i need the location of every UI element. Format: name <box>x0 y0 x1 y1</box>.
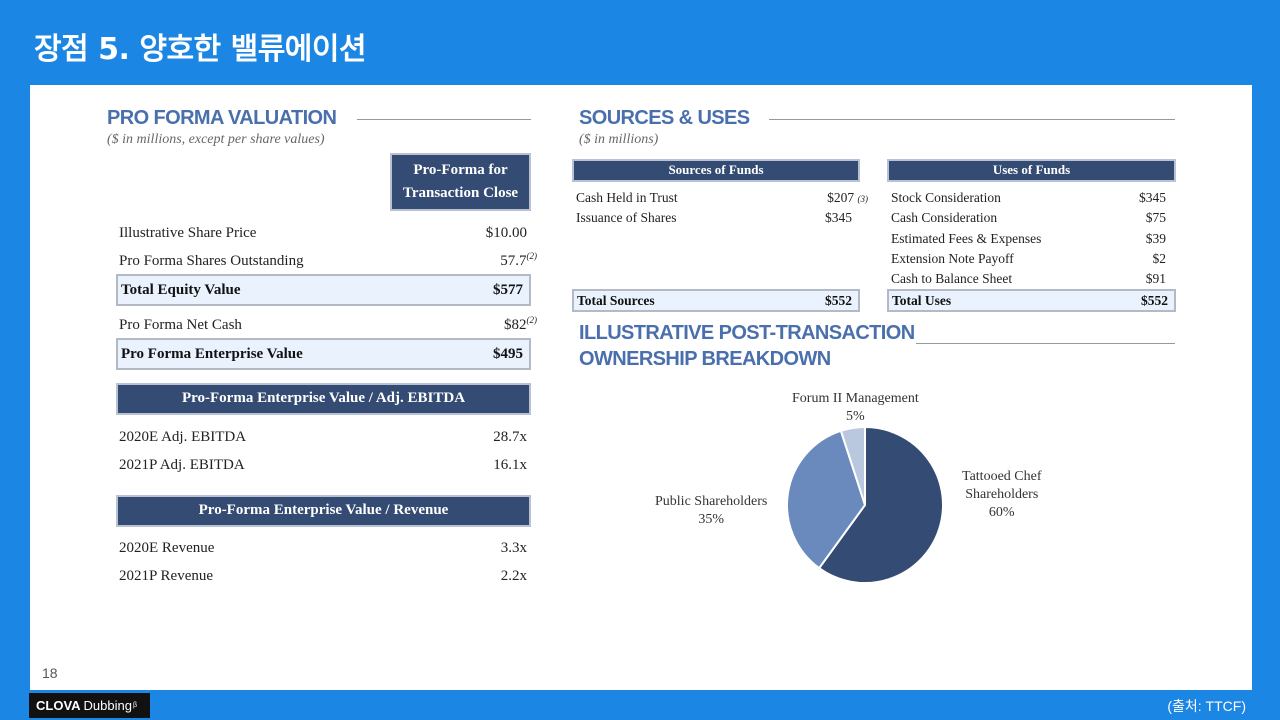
ebitda-2021-value: 16.1x <box>493 457 527 473</box>
shares-outstanding-label: Pro Forma Shares Outstanding <box>119 253 304 269</box>
valuation-title: PRO FORMA VALUATION <box>107 107 337 129</box>
total-sources-label: Total Sources <box>577 293 655 308</box>
use-extension-value: $2 <box>1152 251 1167 266</box>
ownership-title-line1: ILLUSTRATIVE POST-TRANSACTION <box>579 322 915 344</box>
total-uses-row: Total Uses $552 <box>887 289 1176 312</box>
source-shares-label: Issuance of Shares <box>576 210 677 225</box>
share-price-value: $10.00 <box>485 225 527 241</box>
valuation-title-rule <box>357 119 531 120</box>
use-cash-label: Cash Consideration <box>891 210 998 225</box>
total-sources-value: $552 <box>825 293 852 308</box>
revenue-header: Pro-Forma Enterprise Value / Revenue <box>116 495 531 527</box>
ebitda-2021-label: 2021P Adj. EBITDA <box>119 457 245 473</box>
share-price-label: Illustrative Share Price <box>119 225 257 241</box>
sources-uses-title: SOURCES & USES <box>579 107 750 129</box>
sources-header: Sources of Funds <box>572 159 860 182</box>
pie-label-forum: Forum II Management 5% <box>792 391 919 424</box>
ebitda-header: Pro-Forma Enterprise Value / Adj. EBITDA <box>116 383 531 415</box>
revenue-2021-label: 2021P Revenue <box>119 568 214 584</box>
use-extension-label: Extension Note Payoff <box>891 251 1014 266</box>
ownership-title: ILLUSTRATIVE POST-TRANSACTION OWNERSHIP … <box>579 320 915 372</box>
content-panel: PRO FORMA VALUATION ($ in millions, exce… <box>30 85 1252 690</box>
slide-title: 장점 5. 양호한 밸류에이션 <box>34 32 367 67</box>
source-trust-value: $207 (3) <box>827 190 868 205</box>
net-cash-value: $82(2) <box>504 315 537 333</box>
source-trust-label: Cash Held in Trust <box>576 190 678 205</box>
uses-header: Uses of Funds <box>887 159 1176 182</box>
total-equity-label: Total Equity Value <box>121 282 241 298</box>
ownership-pie-chart <box>786 425 944 584</box>
use-balance-value: $91 <box>1145 271 1166 286</box>
ownership-title-rule <box>916 343 1175 344</box>
sources-uses-subtitle: ($ in millions) <box>579 132 659 147</box>
total-sources-row: Total Sources $552 <box>572 289 860 312</box>
revenue-2021-value: 2.2x <box>500 568 527 584</box>
pie-label-public: Public Shareholders 35% <box>655 494 768 527</box>
source-shares-value: $345 <box>825 210 852 225</box>
use-fees-label: Estimated Fees & Expenses <box>891 231 1042 246</box>
enterprise-value-value: $495 <box>493 346 523 362</box>
sources-uses-title-rule <box>769 119 1175 120</box>
use-balance-label: Cash to Balance Sheet <box>891 271 1013 286</box>
pro-forma-header: Pro-Forma for Transaction Close <box>390 153 531 211</box>
use-stock-value: $345 <box>1139 190 1166 205</box>
pie-slice-tattooed-chef <box>817 425 944 584</box>
revenue-2020-label: 2020E Revenue <box>119 540 215 556</box>
net-cash-label: Pro Forma Net Cash <box>119 317 242 333</box>
enterprise-value-label: Pro Forma Enterprise Value <box>121 346 303 362</box>
total-equity-value: $577 <box>493 282 523 298</box>
ownership-title-line2: OWNERSHIP BREAKDOWN <box>579 348 831 370</box>
clova-dubbing-logo: CLOVA Dubbing β <box>29 693 150 718</box>
ebitda-2020-label: 2020E Adj. EBITDA <box>119 429 247 445</box>
total-uses-label: Total Uses <box>892 293 952 308</box>
source-note: (출처: TTCF) <box>1167 698 1246 714</box>
total-uses-value: $552 <box>1141 293 1168 308</box>
shares-outstanding-value: 57.7(2) <box>500 251 537 269</box>
ebitda-2020-value: 28.7x <box>493 429 527 445</box>
use-cash-value: $75 <box>1145 210 1166 225</box>
use-stock-label: Stock Consideration <box>891 190 1001 205</box>
revenue-2020-value: 3.3x <box>500 540 527 556</box>
pie-label-tattooed: Tattooed Chef Shareholders 60% <box>962 469 1042 520</box>
pie-slice-forum <box>839 425 866 506</box>
pro-forma-header-line1: Pro-Forma for <box>413 162 508 178</box>
use-fees-value: $39 <box>1145 231 1166 246</box>
pro-forma-header-line2: Transaction Close <box>402 185 519 201</box>
enterprise-value-row: Pro Forma Enterprise Value $495 <box>116 338 531 370</box>
page-number: 18 <box>42 665 58 681</box>
pie-slice-public <box>786 429 867 570</box>
total-equity-row: Total Equity Value $577 <box>116 274 531 306</box>
valuation-subtitle: ($ in millions, except per share values) <box>107 132 325 147</box>
